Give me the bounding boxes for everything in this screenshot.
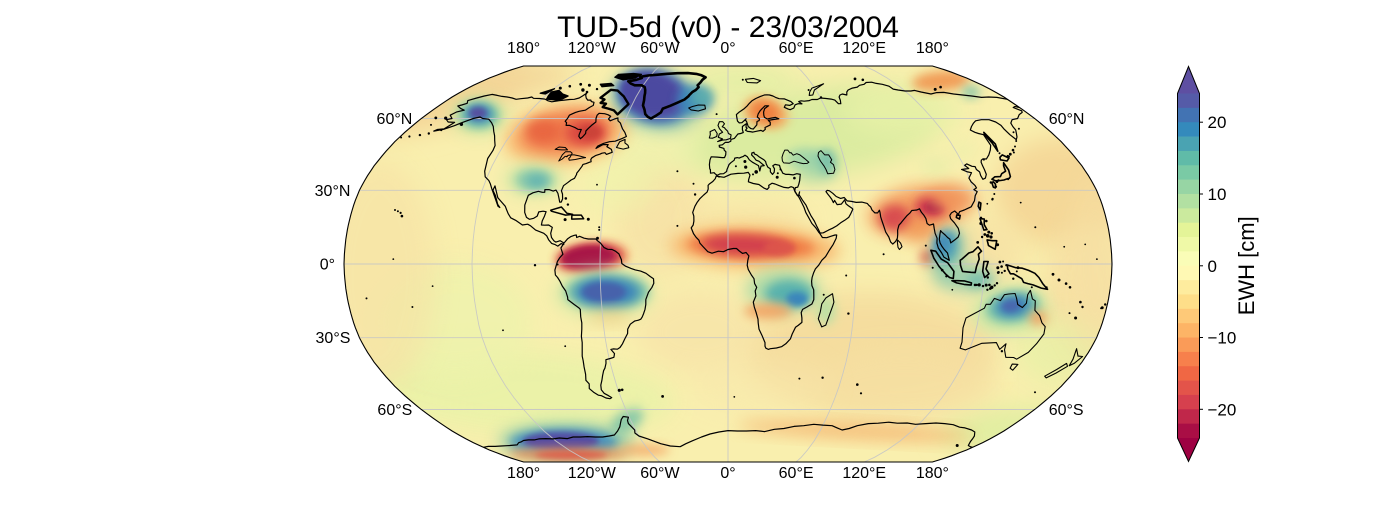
- svg-text:180°: 180°: [916, 40, 949, 57]
- svg-text:30°S: 30°S: [316, 330, 351, 347]
- svg-text:60°S: 60°S: [1049, 402, 1084, 419]
- svg-text:0°: 0°: [320, 257, 335, 274]
- svg-text:10: 10: [1208, 185, 1227, 204]
- svg-text:0°: 0°: [720, 465, 735, 482]
- svg-text:−10: −10: [1208, 329, 1237, 348]
- svg-text:20: 20: [1208, 113, 1227, 132]
- svg-text:TUD-5d (v0) - 23/03/2004: TUD-5d (v0) - 23/03/2004: [557, 11, 899, 44]
- svg-text:120°E: 120°E: [842, 40, 886, 57]
- svg-text:EWH [cm]: EWH [cm]: [1234, 216, 1259, 315]
- svg-text:−20: −20: [1208, 400, 1237, 419]
- svg-text:60°S: 60°S: [377, 402, 412, 419]
- svg-text:60°W: 60°W: [640, 465, 680, 482]
- svg-text:60°N: 60°N: [1049, 111, 1085, 128]
- svg-text:180°: 180°: [916, 465, 949, 482]
- svg-text:60°E: 60°E: [779, 40, 814, 57]
- svg-text:180°: 180°: [507, 40, 540, 57]
- svg-text:0: 0: [1208, 257, 1217, 276]
- svg-text:60°N: 60°N: [377, 111, 413, 128]
- svg-text:30°N: 30°N: [315, 183, 351, 200]
- svg-text:120°E: 120°E: [842, 465, 886, 482]
- svg-text:120°W: 120°W: [568, 465, 617, 482]
- svg-text:180°: 180°: [507, 465, 540, 482]
- svg-text:0°: 0°: [720, 40, 735, 57]
- svg-text:120°W: 120°W: [568, 40, 617, 57]
- svg-text:60°E: 60°E: [779, 465, 814, 482]
- svg-text:60°W: 60°W: [640, 40, 680, 57]
